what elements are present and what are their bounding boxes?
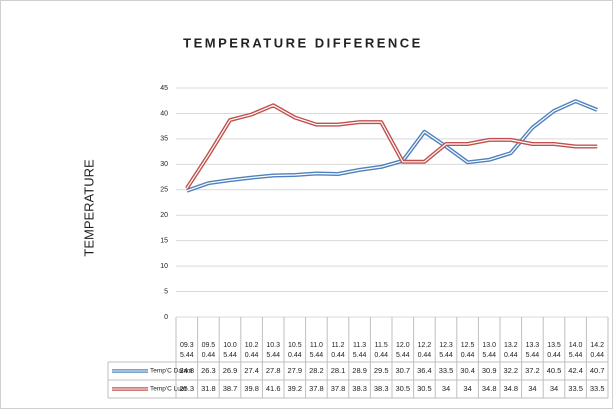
x-tick-label: 13.0 [482, 342, 496, 349]
x-tick-label: 0.44 [590, 352, 604, 359]
y-tick-label: 0 [164, 314, 168, 321]
x-tick-label: 13.5 [547, 342, 561, 349]
x-tick-label: 11.5 [375, 342, 388, 349]
table-value: 34 [528, 384, 536, 393]
x-tick-label: 09.3 [180, 342, 194, 349]
table-value: 42.4 [568, 366, 583, 375]
table-value: 37.2 [525, 366, 540, 375]
chart-title: TEMPERATURE DIFFERENCE [183, 35, 423, 50]
x-tick-label: 10.2 [245, 342, 259, 349]
table-value: 34.8 [482, 384, 497, 393]
table-value: 30.9 [482, 366, 497, 375]
series-line-inner [186, 100, 598, 192]
x-tick-label: 0.44 [245, 352, 259, 359]
table-value: 30.4 [460, 366, 475, 375]
table-value: 24.8 [179, 366, 194, 375]
x-tick-label: 5.44 [180, 352, 194, 359]
x-tick-label: 5.44 [266, 352, 280, 359]
x-tick-label: 0.44 [374, 352, 388, 359]
table-value: 33.5 [590, 384, 605, 393]
y-tick-label: 35 [160, 136, 168, 143]
y-tick-label: 40 [160, 110, 168, 117]
table-value: 33.5 [568, 384, 583, 393]
y-tick-label: 30 [160, 161, 168, 168]
x-tick-label: 11.0 [310, 342, 323, 349]
x-tick-label: 14.0 [569, 342, 583, 349]
x-tick-label: 5.44 [482, 352, 496, 359]
table-value: 28.9 [352, 366, 367, 375]
x-tick-label: 0.44 [461, 352, 475, 359]
table-value: 26.9 [223, 366, 238, 375]
x-tick-label: 5.44 [569, 352, 583, 359]
x-tick-label: 10.3 [266, 342, 280, 349]
y-tick-label: 5 [164, 288, 168, 295]
table-value: 30.7 [395, 366, 410, 375]
table-value: 32.2 [503, 366, 518, 375]
table-value: 27.8 [266, 366, 281, 375]
x-tick-label: 5.44 [310, 352, 324, 359]
x-tick-label: 0.44 [547, 352, 561, 359]
x-tick-label: 5.44 [223, 352, 237, 359]
table-value: 27.9 [287, 366, 302, 375]
table-value: 28.2 [309, 366, 324, 375]
table-value: 25.3 [179, 384, 194, 393]
y-tick-label: 25 [160, 187, 168, 194]
table-value: 26.3 [201, 366, 216, 375]
table-value: 34 [550, 384, 558, 393]
x-tick-label: 5.44 [526, 352, 540, 359]
y-tick-label: 15 [160, 238, 168, 245]
table-value: 33.5 [439, 366, 454, 375]
table-value: 39.2 [287, 384, 302, 393]
x-tick-label: 0.44 [504, 352, 518, 359]
legend-label: Temp'C Dalam [150, 368, 192, 375]
y-tick-label: 10 [160, 263, 168, 270]
x-tick-label: 0.44 [418, 352, 432, 359]
table-value: 36.4 [417, 366, 432, 375]
x-tick-label: 0.44 [202, 352, 216, 359]
table-value: 37.8 [331, 384, 346, 393]
table-value: 41.6 [266, 384, 281, 393]
x-tick-label: 13.2 [504, 342, 518, 349]
table-value: 28.1 [331, 366, 346, 375]
table-value: 30.5 [417, 384, 432, 393]
y-tick-label: 45 [160, 85, 168, 92]
x-tick-label: 14.2 [590, 342, 604, 349]
x-tick-label: 12.3 [439, 342, 453, 349]
x-tick-label: 5.44 [396, 352, 410, 359]
table-value: 38.3 [352, 384, 367, 393]
table-value: 34.8 [503, 384, 518, 393]
table-value: 38.3 [374, 384, 389, 393]
table-value: 27.4 [244, 366, 259, 375]
table-value: 38.7 [223, 384, 238, 393]
legend-label: Temp'C Luar [150, 386, 187, 393]
table-value: 37.8 [309, 384, 324, 393]
x-tick-label: 0.44 [331, 352, 345, 359]
table-value: 40.5 [547, 366, 562, 375]
table-value: 34 [442, 384, 450, 393]
x-tick-label: 5.44 [439, 352, 453, 359]
x-tick-label: 09.5 [202, 342, 216, 349]
x-tick-label: 0.44 [288, 352, 302, 359]
x-tick-label: 5.44 [353, 352, 367, 359]
x-tick-label: 11.3 [353, 342, 366, 349]
x-tick-label: 13.3 [526, 342, 540, 349]
x-tick-label: 12.0 [396, 342, 410, 349]
table-value: 29.5 [374, 366, 389, 375]
y-tick-label: 20 [160, 212, 168, 219]
table-value: 31.8 [201, 384, 216, 393]
x-tick-label: 10.5 [288, 342, 302, 349]
x-tick-label: 12.2 [418, 342, 432, 349]
series-line-inner [186, 104, 598, 189]
y-axis-label: TEMPERATURE [81, 159, 96, 257]
table-value: 34 [463, 384, 471, 393]
x-tick-label: 11.2 [331, 342, 344, 349]
x-tick-label: 10.0 [223, 342, 237, 349]
table-value: 39.8 [244, 384, 259, 393]
x-tick-label: 12.5 [461, 342, 475, 349]
table-value: 40.7 [590, 366, 605, 375]
table-value: 30.5 [395, 384, 410, 393]
